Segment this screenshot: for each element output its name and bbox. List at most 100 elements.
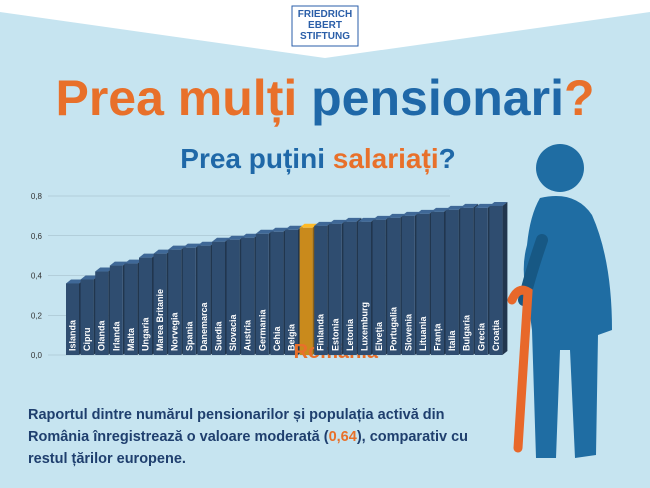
bar-top	[80, 275, 99, 280]
x-tick-label: Slovenia	[403, 313, 413, 351]
bar	[431, 211, 444, 355]
bar-top	[95, 267, 114, 272]
bar	[489, 205, 503, 355]
subtitle-part: salariați	[333, 143, 439, 174]
bar	[285, 229, 298, 355]
y-tick-label: 0,6	[31, 232, 43, 241]
bar	[328, 223, 342, 355]
bar-top	[445, 205, 464, 210]
bar	[299, 227, 313, 355]
x-tick-label: Finlanda	[316, 313, 326, 351]
x-tick-label: Spania	[184, 320, 194, 351]
bar	[95, 271, 109, 355]
bar	[416, 213, 430, 355]
bar	[168, 249, 182, 355]
x-tick-label: Grecia	[476, 322, 486, 351]
x-tick-label: Elveția	[374, 321, 384, 351]
bar-top	[460, 203, 479, 208]
y-tick-label: 0,8	[31, 192, 43, 201]
bar-top	[124, 259, 143, 264]
x-tick-label: Bulgaria	[462, 314, 472, 351]
x-tick-label: Cipru	[82, 328, 92, 352]
x-tick-label: Suedia	[214, 320, 224, 351]
bar-top	[139, 253, 157, 258]
bar-top	[66, 279, 84, 284]
bar-top	[182, 243, 201, 248]
bar	[153, 253, 167, 355]
bar-top	[212, 237, 230, 242]
bar-top	[328, 219, 347, 224]
bar	[343, 221, 357, 355]
x-tick-label: Malta	[126, 327, 136, 351]
logo-text: STIFTUNG	[300, 31, 350, 42]
bar	[182, 247, 196, 355]
x-tick-label: Italia	[447, 329, 457, 351]
x-tick-label: Islanda	[68, 319, 78, 351]
bar	[358, 221, 371, 355]
bar-top	[241, 233, 260, 238]
bar-top	[153, 249, 172, 254]
bar-top	[387, 213, 406, 218]
caption-text: ), comparativ cu restul țărilor europene…	[28, 429, 469, 467]
bar	[401, 215, 415, 355]
title: Prea mulți pensionari?	[55, 70, 594, 126]
bar-top	[285, 225, 303, 230]
x-tick-label: Olanda	[97, 319, 107, 351]
bar-top	[299, 223, 318, 228]
bar-top	[358, 217, 376, 222]
bar	[314, 225, 328, 355]
bar	[474, 207, 488, 355]
bar-top	[197, 241, 216, 246]
x-tick-label: Austria	[243, 319, 253, 351]
bar	[66, 283, 79, 355]
x-tick-label: Ungaria	[141, 316, 151, 351]
x-tick-label: Portugalia	[389, 306, 399, 351]
bar-top	[109, 261, 128, 266]
bar	[109, 265, 123, 355]
caption: Raportul dintre numărul pensionarilor și…	[28, 404, 498, 470]
bar-top	[401, 211, 420, 216]
subtitle-part: ?	[439, 143, 456, 174]
x-tick-label: Luxemburg	[360, 302, 370, 351]
title-part: pensionari	[311, 70, 564, 126]
bar	[445, 209, 459, 355]
bar	[270, 231, 284, 355]
x-tick-label: Belgia	[287, 323, 297, 351]
x-tick-label: Slovacia	[228, 313, 238, 351]
bar	[372, 219, 386, 355]
x-tick-label: Irlanda	[111, 320, 121, 351]
x-tick-label: Cehia	[272, 325, 282, 351]
bar-top	[474, 203, 493, 208]
bar-top	[431, 207, 449, 212]
x-tick-label: Letonia	[345, 318, 355, 351]
bar-top	[270, 227, 289, 232]
bar	[241, 237, 255, 355]
bar-top	[489, 201, 508, 206]
bar-top	[255, 229, 274, 234]
bar	[124, 263, 138, 355]
title-part: ?	[564, 70, 595, 126]
x-tick-label: Estonia	[330, 317, 340, 351]
logo-box	[291, 5, 359, 47]
bar	[212, 241, 225, 355]
title-part: Prea mulți	[55, 70, 311, 126]
subtitle: Prea puțini salariați?	[180, 143, 455, 174]
bar	[139, 257, 152, 355]
x-tick-label: Germania	[257, 308, 267, 351]
bar-top	[416, 209, 435, 214]
bar	[80, 279, 94, 355]
bar-top	[343, 217, 362, 222]
x-tick-label: Danemarca	[199, 301, 209, 351]
x-tick-label: Norvegia	[170, 311, 180, 351]
x-tick-label: Lituania	[418, 316, 428, 351]
bar	[255, 233, 269, 355]
caption-text: Raportul dintre numărul pensionarilor și…	[28, 407, 445, 445]
subtitle-part: Prea puțini	[180, 143, 332, 174]
bar	[226, 239, 240, 355]
bar-top	[168, 245, 187, 250]
y-tick-label: 0,2	[31, 311, 43, 320]
bar	[197, 245, 211, 355]
person	[507, 144, 612, 458]
